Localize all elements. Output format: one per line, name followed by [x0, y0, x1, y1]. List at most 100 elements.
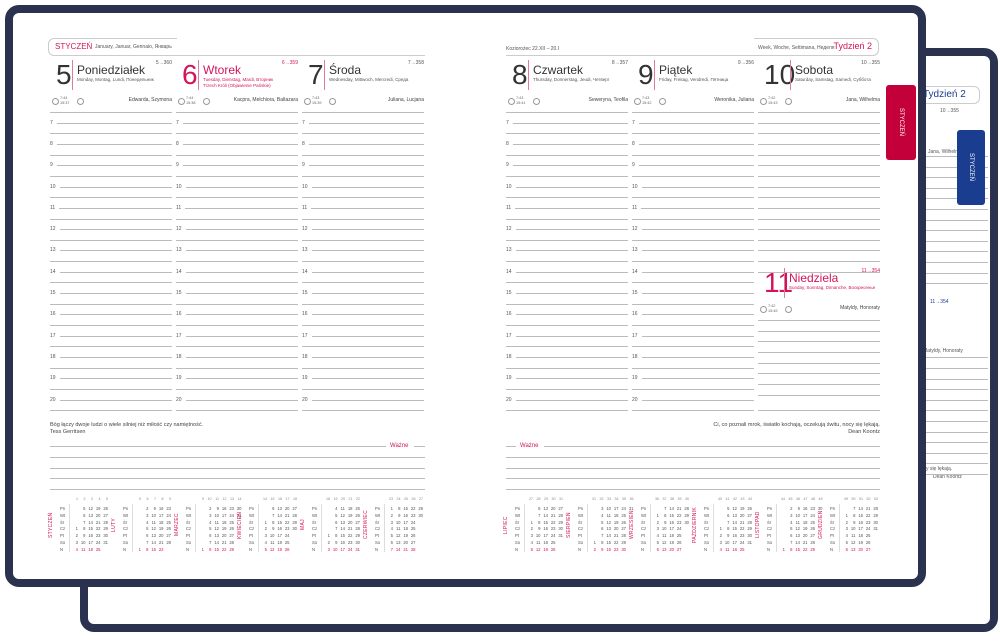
mini-calendar-day[interactable]: 21 [158, 540, 164, 545]
mini-calendar-day[interactable]: 15 [732, 526, 737, 532]
mini-calendar-day[interactable]: 16 [88, 533, 93, 539]
mini-calendar-day[interactable]: 4 [656, 533, 659, 539]
mini-calendar-day[interactable]: 21 [739, 519, 745, 525]
notes-line[interactable] [506, 489, 880, 490]
mini-calendar-day[interactable]: 13 [732, 512, 737, 518]
mini-calendar-day[interactable]: 19 [802, 526, 808, 532]
mini-calendar-day[interactable]: 11 [795, 519, 800, 525]
mini-calendar-day[interactable]: 2 [264, 526, 267, 532]
mini-calendar-day[interactable]: 12 [606, 519, 611, 525]
mini-calendar-day[interactable]: 27 [865, 546, 871, 552]
mini-calendar-day[interactable]: 30 [684, 519, 689, 525]
mini-calendar-day[interactable]: 10 [269, 533, 275, 539]
mini-calendar-day[interactable]: 29 [292, 519, 297, 525]
mini-calendar-day[interactable]: 4 [75, 546, 78, 552]
mini-calendar-day[interactable]: 3 [601, 506, 604, 511]
mini-calendar-day[interactable]: 25 [229, 519, 234, 525]
mini-calendar-day[interactable]: 4 [845, 533, 848, 539]
mini-calendar-day[interactable]: 8 [727, 526, 730, 532]
mini-calendar-day[interactable]: 27 [410, 540, 416, 545]
mini-calendar-day[interactable]: 8 [664, 512, 667, 518]
mini-calendar-day[interactable]: 1 [264, 519, 267, 525]
mini-calendar-day[interactable]: 7 [853, 506, 856, 511]
mini-calendar-day[interactable]: 21 [613, 533, 619, 539]
mini-calendar-day[interactable]: 18 [277, 540, 282, 545]
mini-calendar-day[interactable]: 13 [543, 506, 548, 511]
mini-calendar-day[interactable]: 1 [327, 533, 330, 539]
mini-calendar-day[interactable]: 3 [719, 540, 722, 545]
mini-calendar-day[interactable]: 7 [538, 512, 541, 518]
mini-calendar-day[interactable]: 9 [335, 540, 338, 545]
mini-calendar-day[interactable]: 28 [810, 540, 815, 545]
mini-calendar-day[interactable]: 6 [83, 512, 86, 518]
mini-calendar-day[interactable]: 29 [103, 526, 108, 532]
mini-calendar-day[interactable]: 29 [747, 526, 752, 532]
mini-calendar-day[interactable]: 26 [166, 526, 171, 532]
mini-calendar-day[interactable]: 25 [810, 519, 815, 525]
mini-calendar-day[interactable]: 17 [669, 526, 674, 532]
mini-calendar-day[interactable]: 16 [543, 526, 548, 532]
mini-calendar-day[interactable]: 12 [88, 506, 93, 511]
mini-calendar-day[interactable]: 30 [355, 540, 360, 545]
mini-calendar-day[interactable]: 26 [550, 546, 556, 552]
mini-calendar-day[interactable]: 24 [621, 506, 626, 511]
mini-calendar-day[interactable]: 22 [550, 519, 556, 525]
mini-calendar-day[interactable]: 19 [669, 540, 674, 545]
mini-calendar-day[interactable]: 14 [732, 519, 737, 525]
mini-calendar-day[interactable]: 17 [340, 546, 345, 552]
mini-calendar-day[interactable]: 17 [88, 540, 93, 545]
mini-calendar-day[interactable]: 24 [284, 533, 290, 539]
mini-calendar-day[interactable]: 28 [558, 512, 563, 518]
mini-calendar-day[interactable]: 26 [229, 526, 234, 532]
mini-calendar-day[interactable]: 22 [410, 506, 416, 511]
mini-calendar-day[interactable]: 11 [340, 506, 345, 511]
mini-calendar-day[interactable]: 11 [151, 519, 156, 525]
mini-calendar-day[interactable]: 23 [550, 526, 556, 532]
mini-calendar-day[interactable]: 19 [158, 526, 164, 532]
mini-calendar-day[interactable]: 26 [410, 533, 416, 539]
mini-calendar-day[interactable]: 6 [790, 533, 793, 539]
mini-calendar-day[interactable]: 3 [327, 546, 330, 552]
mini-calendar-day[interactable]: 27 [621, 526, 626, 532]
mini-calendar-day[interactable]: 27 [747, 512, 752, 518]
mini-calendar-day[interactable]: 12 [535, 546, 541, 552]
mini-calendar-day[interactable]: 14 [543, 512, 548, 518]
mini-calendar-day[interactable]: 15 [88, 526, 93, 532]
mini-calendar-day[interactable]: 28 [355, 526, 360, 532]
mini-calendar-day[interactable]: 7 [83, 519, 86, 525]
mini-calendar-day[interactable]: 14 [795, 540, 800, 545]
mini-calendar-day[interactable]: 26 [810, 526, 815, 532]
mini-calendar-day[interactable]: 13 [277, 506, 282, 511]
mini-calendar-day[interactable]: 18 [221, 519, 227, 525]
mini-calendar-day[interactable]: 2 [75, 533, 78, 539]
mini-calendar-day[interactable]: 5 [727, 506, 730, 511]
mini-calendar-day[interactable]: 21 [403, 546, 408, 552]
mini-calendar-day[interactable]: 31 [747, 540, 752, 545]
mini-calendar-day[interactable]: 15 [795, 546, 800, 552]
mini-calendar-day[interactable]: 9 [601, 546, 604, 552]
mini-calendar-day[interactable]: 6 [146, 533, 149, 539]
mini-calendar-day[interactable]: 3 [845, 526, 848, 532]
mini-calendar-day[interactable]: 26 [865, 540, 871, 545]
notes-line[interactable] [506, 478, 880, 479]
mini-calendar-day[interactable]: 22 [221, 546, 227, 552]
mini-calendar-day[interactable]: 11 [81, 546, 86, 552]
mini-calendar-day[interactable]: 25 [284, 540, 290, 545]
mini-calendar-day[interactable]: 2 [327, 540, 330, 545]
mini-calendar-day[interactable]: 13 [395, 540, 401, 545]
mini-calendar-day[interactable]: 18 [802, 519, 808, 525]
mini-calendar-day[interactable]: 1 [782, 546, 785, 552]
mini-calendar-day[interactable]: 20 [158, 533, 164, 539]
mini-calendar-day[interactable]: 16 [158, 506, 164, 511]
mini-calendar-day[interactable]: 26 [747, 506, 752, 511]
mini-calendar-day[interactable]: 17 [732, 540, 737, 545]
mini-calendar-day[interactable]: 18 [158, 519, 164, 525]
mini-calendar-day[interactable]: 16 [403, 512, 408, 518]
mini-calendar-day[interactable]: 10 [606, 506, 611, 511]
mini-calendar-day[interactable]: 8 [538, 519, 541, 525]
mini-calendar-day[interactable]: 30 [292, 526, 297, 532]
mini-calendar-day[interactable]: 4 [264, 540, 267, 545]
mini-calendar-day[interactable]: 27 [103, 512, 108, 518]
mini-calendar-day[interactable]: 18 [347, 506, 353, 511]
mini-calendar-day[interactable]: 10 [661, 526, 667, 532]
